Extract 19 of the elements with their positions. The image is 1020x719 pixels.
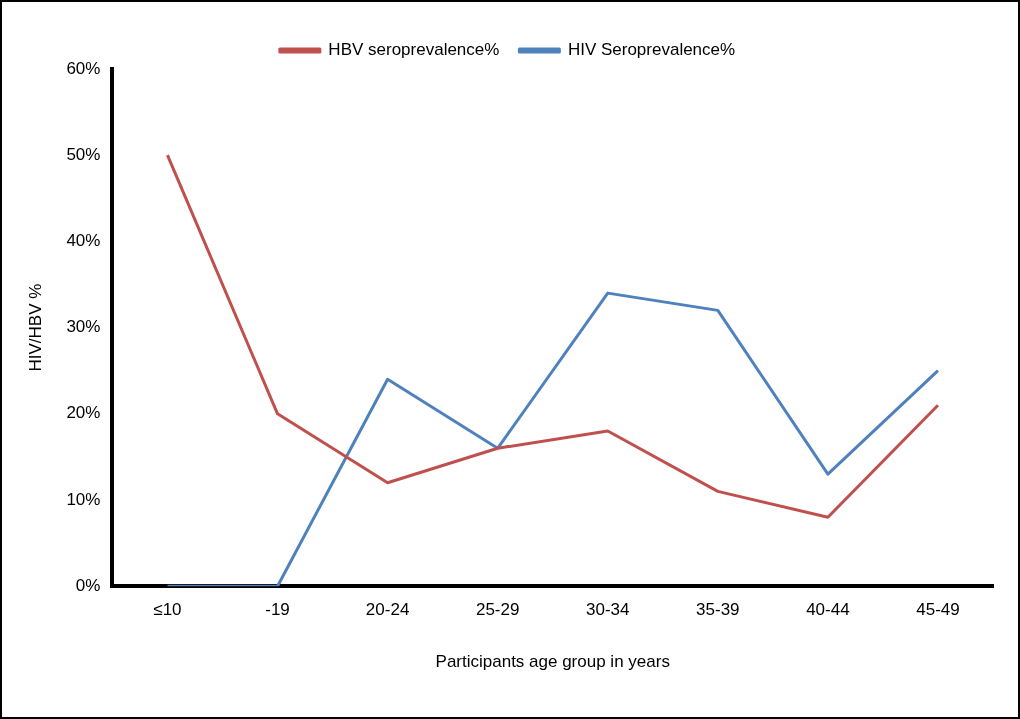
x-tick-label: 35-39 — [696, 600, 740, 620]
y-tick-label: 30% — [66, 317, 101, 337]
x-tick-label: 30-34 — [586, 600, 630, 620]
x-tick-label: 45-49 — [916, 600, 960, 620]
y-tick-label: 10% — [66, 489, 101, 509]
y-axis-title: HIV/HBV % — [25, 283, 45, 372]
y-tick-label: 0% — [75, 575, 101, 595]
x-tick-label: 40-44 — [806, 600, 850, 620]
y-tick-label: 60% — [66, 58, 101, 78]
legend-label: HBV seroprevalence% — [328, 40, 500, 60]
x-axis-title: Participants age group in years — [435, 652, 670, 672]
y-tick-label: 50% — [66, 144, 101, 164]
y-tick-label: 20% — [66, 403, 101, 423]
legend-label: HIV Seroprevalence% — [567, 40, 736, 60]
y-tick-label: 40% — [66, 231, 101, 251]
x-tick-label: 25-29 — [475, 600, 520, 620]
x-tick-label: ≤10 — [153, 600, 182, 620]
x-tick-label: 20-24 — [365, 600, 410, 620]
x-tick-label: -19 — [265, 600, 290, 620]
